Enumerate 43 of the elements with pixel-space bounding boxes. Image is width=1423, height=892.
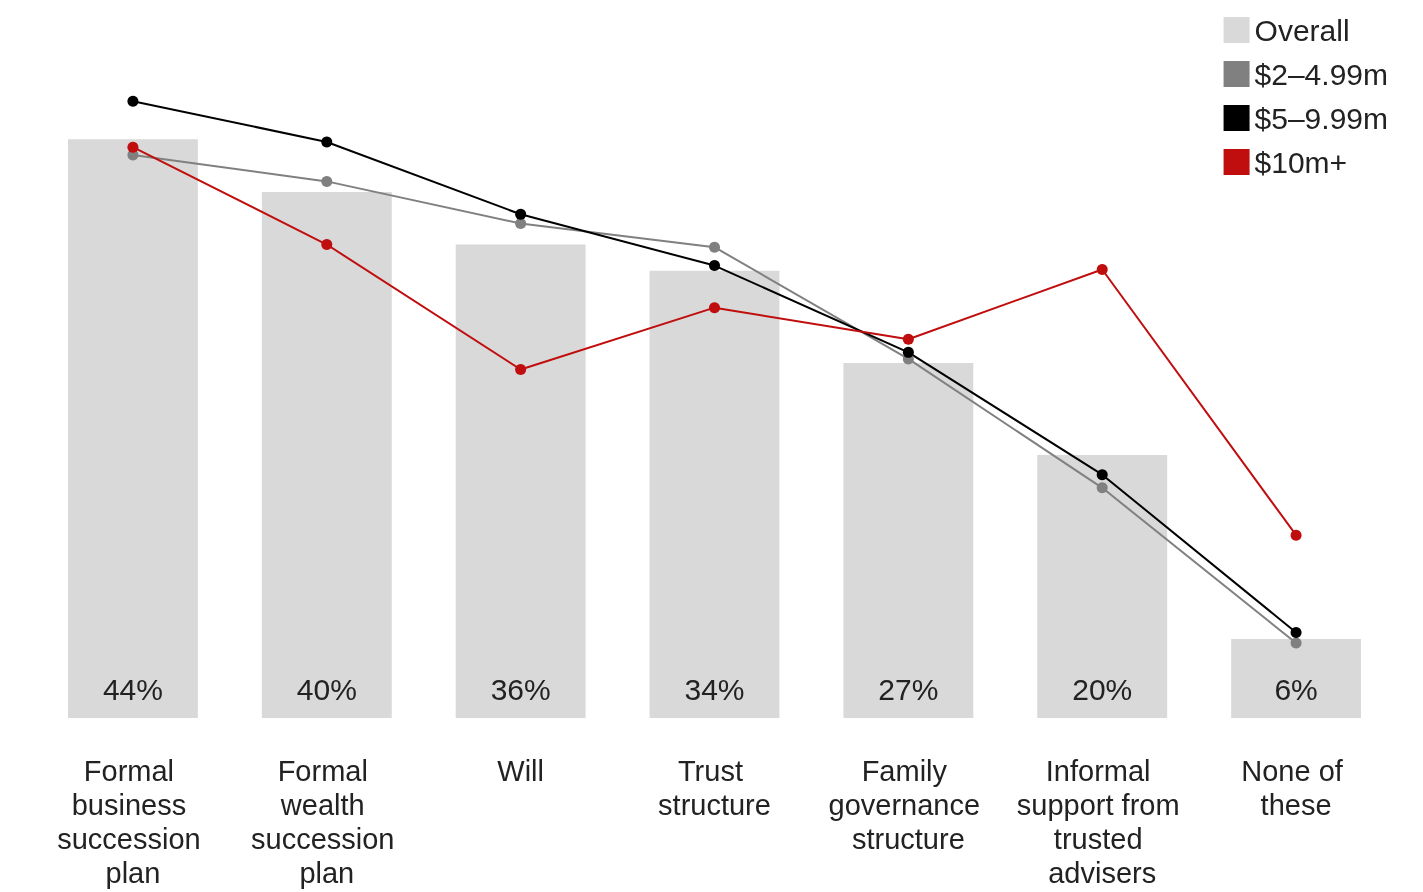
point [1290, 637, 1302, 649]
bar [67, 139, 198, 718]
point [902, 346, 914, 358]
data-label: 27% [878, 672, 939, 706]
point [321, 175, 333, 187]
legend-label: Overall [1254, 13, 1350, 47]
point [902, 333, 914, 345]
point [709, 241, 720, 253]
bar [1231, 639, 1362, 718]
point [1096, 469, 1108, 481]
x-tick-label: Family governance structure [828, 755, 989, 855]
point [127, 95, 139, 107]
point [1096, 264, 1108, 276]
point [515, 208, 527, 220]
legend-label: $5–9.99m [1254, 101, 1388, 135]
x-tick-label: Informal support from trusted advisers [1016, 755, 1188, 889]
point [1096, 482, 1108, 494]
x-tick-label: None of these [1241, 755, 1351, 821]
data-label: 40% [296, 672, 357, 706]
data-label: 6% [1274, 672, 1318, 706]
x-tick-label: Will [497, 755, 544, 787]
point [1290, 529, 1302, 541]
x-tick-label: Formal wealth succession plan [251, 755, 403, 889]
point [321, 136, 333, 148]
bar [261, 191, 392, 718]
legend-label: $10m+ [1254, 145, 1348, 179]
legend-label: $2–4.99m [1254, 57, 1388, 91]
bar [843, 362, 974, 718]
point [1290, 627, 1302, 639]
point [709, 302, 720, 314]
bar [455, 244, 586, 718]
bar [649, 270, 780, 718]
data-label: 20% [1072, 672, 1133, 706]
point [127, 141, 139, 153]
data-label: 44% [102, 672, 163, 706]
data-label: 36% [490, 672, 551, 706]
x-tick-label: Trust structure [658, 755, 771, 821]
data-label: 34% [684, 672, 745, 706]
point [709, 260, 720, 272]
bar [1037, 454, 1168, 718]
point [515, 363, 527, 375]
point [321, 239, 333, 251]
x-tick-label: Formal business succession plan [57, 755, 209, 889]
